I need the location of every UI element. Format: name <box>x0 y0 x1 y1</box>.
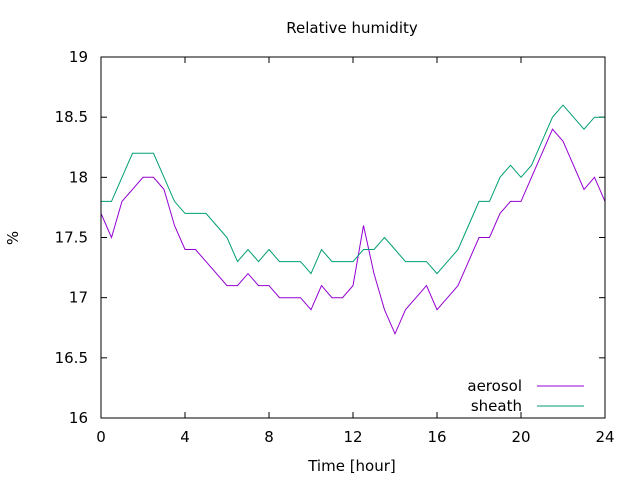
series-layer <box>100 104 606 336</box>
legend: aerosol sheath <box>467 377 584 415</box>
x-tick-label: 24 <box>595 428 614 446</box>
sheath-series-line <box>101 104 605 275</box>
y-tick-label: 16.5 <box>55 349 88 367</box>
y-tick-label: 18.5 <box>55 108 88 126</box>
x-tick-label: 8 <box>264 428 274 446</box>
y-axis-label: % <box>4 231 22 245</box>
y-tick-label: 18 <box>69 168 88 186</box>
x-tick-label: 4 <box>180 428 190 446</box>
axis-ticks: 0 4 8 12 16 20 24 16 16.5 17 17.5 18 18.5 19 <box>55 48 615 446</box>
chart-title: Relative humidity <box>286 19 418 37</box>
y-tick-label: 16 <box>69 409 88 427</box>
plot-frame <box>100 56 606 419</box>
aerosol-series-line <box>100 128 606 336</box>
x-tick-label: 0 <box>96 428 106 446</box>
legend-label: aerosol <box>467 377 522 395</box>
legend-label: sheath <box>471 397 522 415</box>
y-tick-label: 17.5 <box>55 229 88 247</box>
y-tick-label: 17 <box>69 289 88 307</box>
x-axis-label: Time [hour] <box>307 457 396 475</box>
x-tick-label: 12 <box>343 428 362 446</box>
x-tick-label: 16 <box>427 428 446 446</box>
x-tick-label: 20 <box>511 428 530 446</box>
y-tick-label: 19 <box>69 48 88 66</box>
